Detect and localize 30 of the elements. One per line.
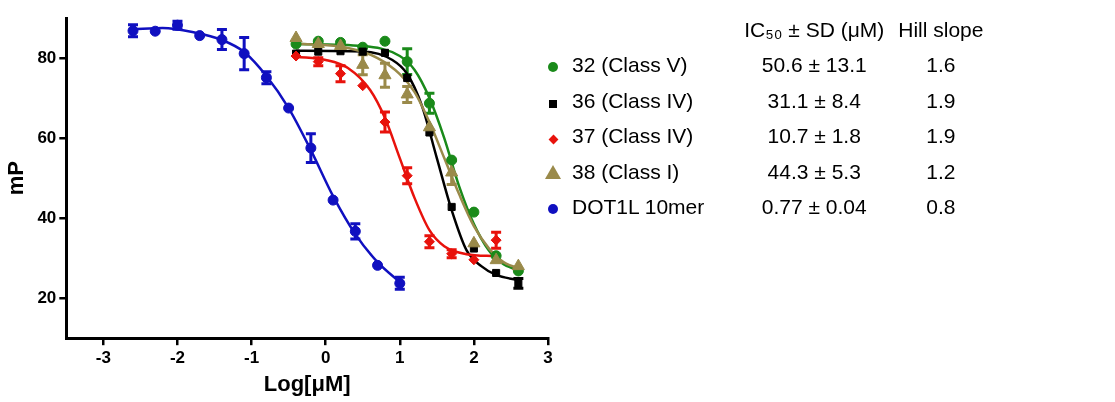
text: Hill slope [897, 16, 984, 43]
text: 1.2 [925, 158, 957, 185]
legend-label: 37 (Class IV) [571, 123, 695, 150]
text: 0.77 ± 0.04 [760, 194, 868, 221]
legend-label: 36 (Class IV) [571, 87, 695, 114]
x-axis-title: Log[μM] [263, 370, 351, 396]
text: 31.1 ± 8.4 [766, 87, 862, 114]
x-tick-label: 2 [469, 348, 479, 368]
x-tick-label: -3 [95, 348, 111, 368]
legend-label: DOT1L 10mer [571, 194, 705, 221]
text: 50.6 ± 13.1 [760, 52, 868, 79]
text: 10.7 ± 1.8 [766, 123, 862, 150]
x-tick-label: 3 [543, 348, 553, 368]
legend-label: 38 (Class I) [571, 158, 681, 185]
x-tick-label: 0 [320, 348, 331, 368]
text: 0.8 [925, 194, 957, 221]
x-tick-label: -2 [169, 348, 186, 368]
text: 44.3 ± 5.3 [766, 158, 862, 185]
y-tick-label: 60 [37, 127, 57, 147]
x-tick-label: 1 [395, 348, 405, 368]
y-axis-title: mP [3, 160, 29, 196]
text: 1.9 [925, 123, 957, 150]
text: 1.9 [925, 87, 957, 114]
y-tick-label: 20 [37, 287, 57, 307]
x-tick-label: -1 [244, 348, 260, 368]
y-tick-label: 40 [37, 207, 57, 227]
legend-label: 32 (Class V) [571, 52, 689, 79]
text: IC₅₀ ± SD (μM) [743, 16, 885, 43]
text: 1.6 [925, 52, 957, 79]
y-tick-label: 80 [37, 47, 57, 67]
